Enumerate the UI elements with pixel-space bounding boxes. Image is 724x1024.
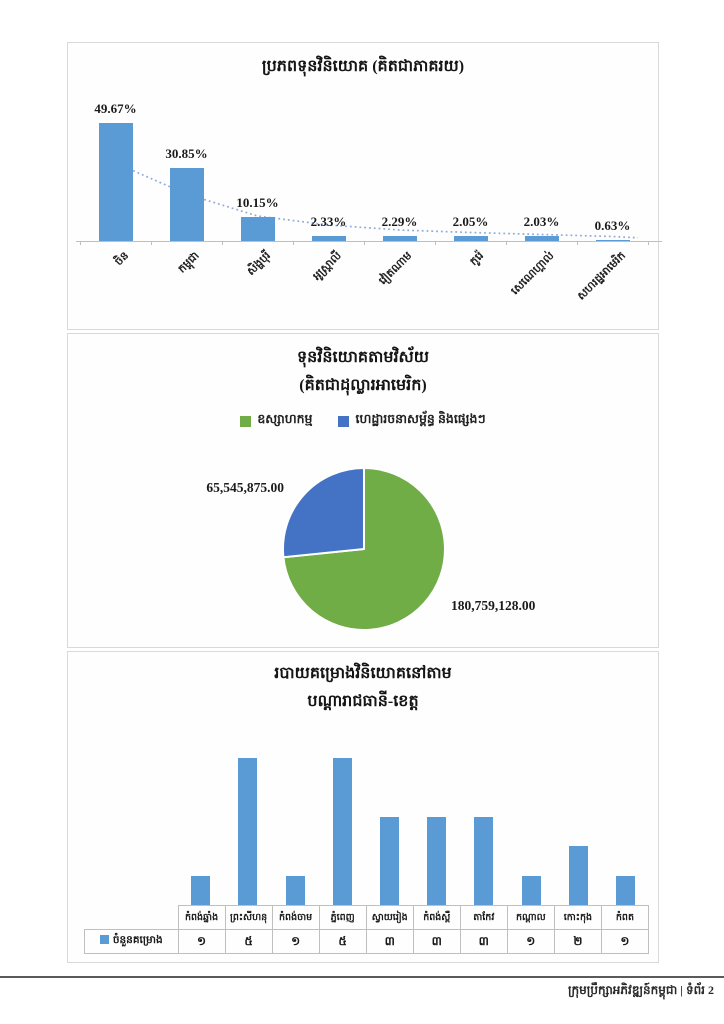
bar-3 <box>332 758 352 905</box>
bar-0 <box>191 875 211 905</box>
sector-chart-title-line2: (គិតជាដុល្លារអាមេរិក) <box>299 377 427 394</box>
capital-source-chart-title: ប្រភពទុនវិនិយោគ (គិតជាភាគរយ) <box>261 58 465 75</box>
bar-6 <box>474 816 494 905</box>
axis-category-label: ចិន <box>112 249 131 269</box>
blue-swatch-icon <box>338 415 350 427</box>
bar-value-label: 2.29% <box>381 213 418 229</box>
axis-tick <box>364 241 365 245</box>
sector-investment-chart-panel: ទុនវិនិយោគតាមវិស័យ (គិតជាដុល្លារអាមេរិក)… <box>67 333 659 648</box>
axis-category-label: កម្ពុជា <box>175 249 202 276</box>
table-header-cell: ស្វាយរៀង <box>365 905 414 930</box>
province-chart-title-line1: របាយគម្រោងវិនិយោគនៅតាម <box>274 665 452 682</box>
legend-label-infrastructure: ហេដ្ឋារចនាសម្ព័ន្ធ និងផ្សេងៗ <box>355 412 486 426</box>
table-value-cell: ៣ <box>412 929 461 954</box>
bar-2 <box>240 216 275 241</box>
province-bar-chart <box>84 752 649 905</box>
bar-7 <box>595 239 630 241</box>
table-header-cell: កំពង់ឆ្នាំង <box>177 905 226 930</box>
bar-value-label: 30.85% <box>165 145 208 161</box>
table-value-cell: ៥ <box>318 929 367 954</box>
bar-value-label: 2.05% <box>452 214 489 230</box>
footer-page-label: ក្រុមប្រឹក្សាអភិវឌ្ឍន៍កម្ពុជា | ទំព័រ 2 <box>567 983 714 997</box>
table-corner-cell <box>85 906 179 930</box>
axis-tick <box>435 241 436 245</box>
table-header-cell: កោះកុង <box>553 905 602 930</box>
table-value-cell: ២ <box>553 929 602 954</box>
axis-category-label: សហរដ្ឋអាមេរិក <box>574 249 628 303</box>
axis-category-label: សេណេហ្គាល់ <box>509 249 557 298</box>
bar-value-label: 2.03% <box>523 214 560 230</box>
bar-3 <box>311 235 346 241</box>
bar-9 <box>615 875 635 905</box>
pie-label-industry: 180,759,128.00 <box>451 598 536 613</box>
table-value-cell: ១ <box>177 929 226 954</box>
table-value-cell: ១ <box>271 929 320 954</box>
table-header-cell: តាកែវ <box>459 905 508 930</box>
bar-5 <box>453 236 488 241</box>
bar-value-label: 2.33% <box>310 213 347 229</box>
table-header-cell: កណ្តាល <box>506 905 555 930</box>
table-value-cell: ១ <box>506 929 555 954</box>
table-header-cell: ព្រះសីហនុ <box>224 905 273 930</box>
capital-source-chart-panel: ប្រភពទុនវិនិយោគ (គិតជាភាគរយ) 49.67% 30.85… <box>67 42 662 330</box>
table-header-cell: កំពង់ស្ពឺ <box>412 905 461 930</box>
green-swatch-icon <box>240 415 252 427</box>
province-chart-title-line2: បណ្តារាជធានី-ខេត្ត <box>307 693 419 710</box>
axis-tick <box>506 241 507 245</box>
province-projects-chart-panel: របាយគម្រោងវិនិយោគនៅតាម បណ្តារាជធានី-ខេត្… <box>67 651 659 963</box>
x-axis-line <box>76 241 662 242</box>
bar-7 <box>521 875 541 905</box>
legend-item-industry: ឧស្សាហកម្ម <box>240 412 312 430</box>
bar-5 <box>427 816 447 905</box>
axis-tick <box>222 241 223 245</box>
pie-slice <box>281 467 365 559</box>
table-header-cell: ភ្នំពេញ <box>318 905 367 930</box>
bar-0 <box>98 123 133 241</box>
legend-label-industry: ឧស្សាហកម្ម <box>257 412 313 426</box>
bar-2 <box>285 875 305 905</box>
series-swatch-icon <box>99 935 109 944</box>
capital-source-bar-chart: 49.67% 30.85% 10.15% 2.33% 2.29% 2.05% 2.03% 0.… <box>76 99 662 245</box>
bar-1 <box>238 758 258 905</box>
table-header-cell: កំពង់ចាម <box>271 905 320 930</box>
bar-value-label: 49.67% <box>94 101 137 116</box>
table-value-cell: ១ <box>600 929 650 954</box>
bar-value-label: 0.63% <box>594 217 631 233</box>
bar-value-label: 10.15% <box>236 194 279 210</box>
legend-item-infrastructure: ហេដ្ឋារចនាសម្ព័ន្ធ និងផ្សេងៗ <box>338 412 486 430</box>
trendline <box>115 162 639 239</box>
axis-tick <box>151 241 152 245</box>
bar-8 <box>568 846 588 905</box>
series-label-cell: ចំនួនគម្រោង <box>84 929 179 954</box>
axis-tick <box>80 241 81 245</box>
footer-divider <box>0 976 724 978</box>
bar-4 <box>379 816 399 905</box>
table-header-cell: កំពត <box>600 905 650 930</box>
sector-chart-title-line1: ទុនវិនិយោគតាមវិស័យ <box>296 349 430 366</box>
province-data-table: កំពង់ឆ្នាំង ព្រះសីហនុ កំពង់ចាម ភ្នំពេញ ស្វាយ… <box>84 905 650 954</box>
axis-category-label: អូស្ត្រាលី <box>310 249 344 283</box>
axis-category-label: សិង្ហបុរី <box>244 249 273 278</box>
bar-4 <box>382 235 417 241</box>
axis-category-label: កូរ៉េ <box>467 249 486 269</box>
table-value-cell: ៣ <box>365 929 414 954</box>
axis-tick <box>293 241 294 245</box>
axis-tick <box>577 241 578 245</box>
table-value-cell: ៣ <box>459 929 508 954</box>
bar-6 <box>524 236 559 241</box>
pie-legend: ឧស្សាហកម្ម ហេដ្ឋារចនាសម្ព័ន្ធ និងផ្សេងៗ <box>68 412 658 430</box>
bar-1 <box>169 167 204 241</box>
axis-category-label: វៀតណាម <box>377 249 415 288</box>
pie-label-infrastructure: 65,545,875.00 <box>206 480 284 495</box>
sector-pie-chart <box>281 467 446 631</box>
table-value-cell: ៥ <box>224 929 273 954</box>
